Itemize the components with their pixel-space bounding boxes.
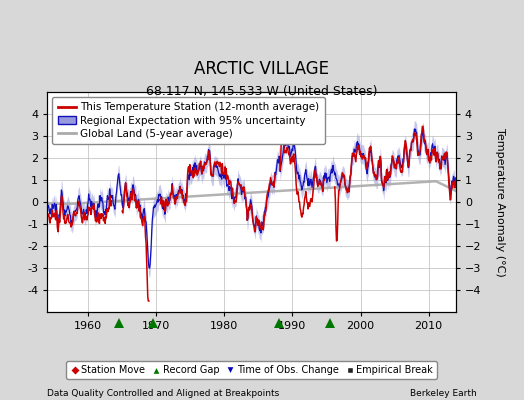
- Legend: Station Move, Record Gap, Time of Obs. Change, Empirical Break: Station Move, Record Gap, Time of Obs. C…: [66, 361, 437, 379]
- Text: ARCTIC VILLAGE: ARCTIC VILLAGE: [194, 60, 330, 78]
- Text: Data Quality Controlled and Aligned at Breakpoints: Data Quality Controlled and Aligned at B…: [47, 389, 279, 398]
- Legend: This Temperature Station (12-month average), Regional Expectation with 95% uncer: This Temperature Station (12-month avera…: [52, 97, 325, 144]
- Text: Berkeley Earth: Berkeley Earth: [410, 389, 477, 398]
- Y-axis label: Temperature Anomaly (°C): Temperature Anomaly (°C): [495, 128, 505, 276]
- Text: 68.117 N, 145.533 W (United States): 68.117 N, 145.533 W (United States): [146, 85, 378, 98]
